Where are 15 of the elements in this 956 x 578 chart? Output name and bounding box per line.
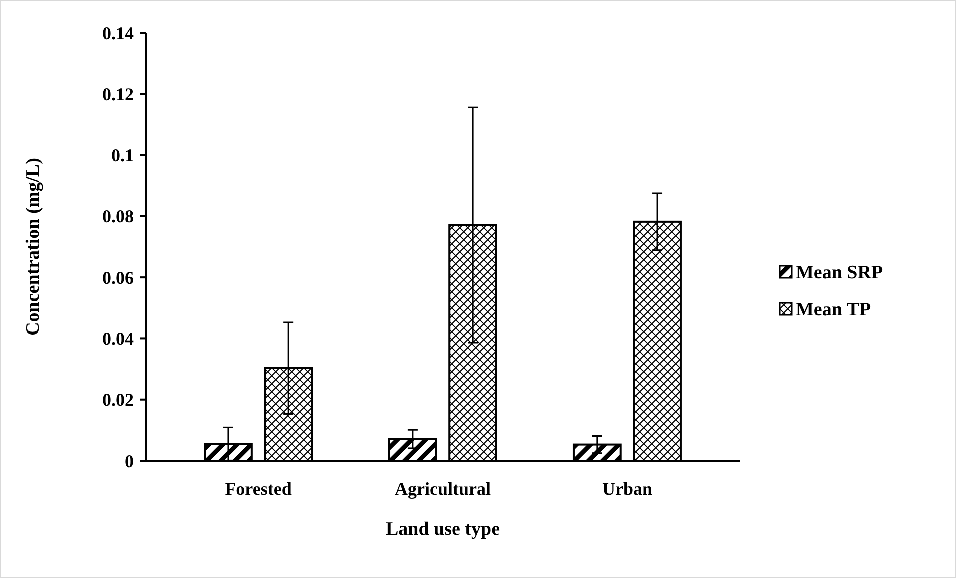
y-tick-label: 0.12 [102, 84, 134, 104]
y-tick-label: 0.02 [102, 390, 134, 410]
x-tick-label: Urban [602, 479, 652, 499]
y-axis-title: Concentration (mg/L) [23, 158, 44, 336]
y-tick-label: 0.08 [102, 206, 134, 227]
y-tick-label: 0.06 [102, 268, 134, 288]
y-tick-label: 0.1 [112, 146, 134, 166]
x-axis-title: Land use type [386, 519, 500, 540]
y-tick-label: 0.14 [102, 23, 134, 44]
legend-label: Mean TP [796, 300, 872, 321]
x-tick-label: Forested [225, 479, 292, 499]
y-tick-label: 0 [125, 451, 134, 472]
x-tick-label: Agricultural [395, 479, 491, 499]
y-tick-label: 0.04 [102, 329, 134, 350]
legend-label: Mean SRP [796, 262, 884, 284]
